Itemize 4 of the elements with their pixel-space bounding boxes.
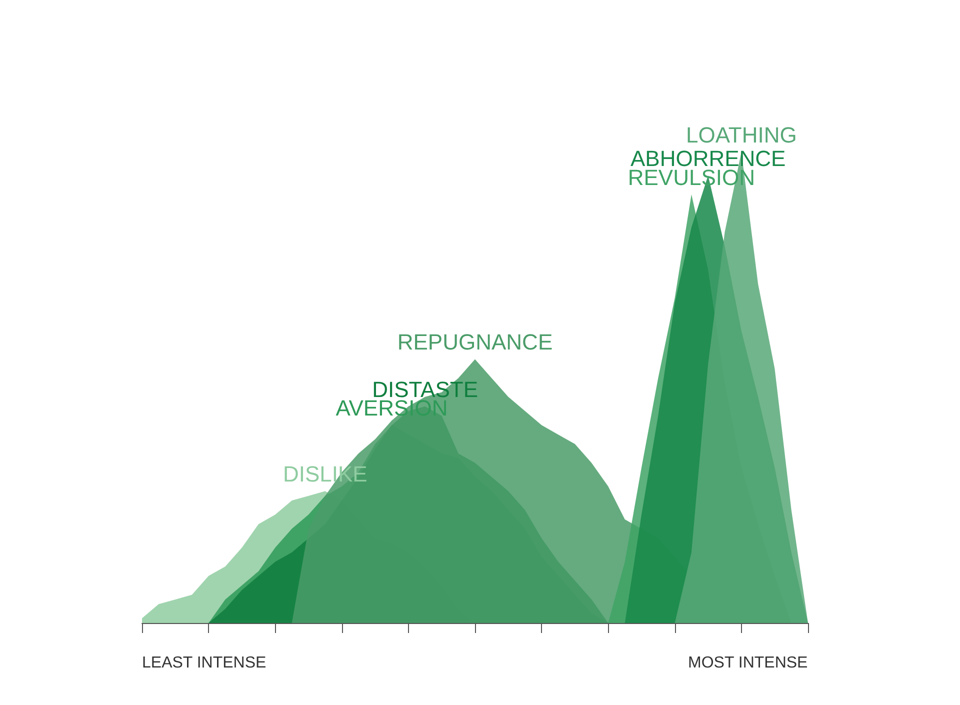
series-label: LOATHING bbox=[686, 122, 797, 148]
text: LEAST INTENSE bbox=[142, 654, 266, 672]
series-label: REPUGNANCE bbox=[397, 330, 553, 355]
text: MOST INTENSE bbox=[688, 654, 808, 672]
